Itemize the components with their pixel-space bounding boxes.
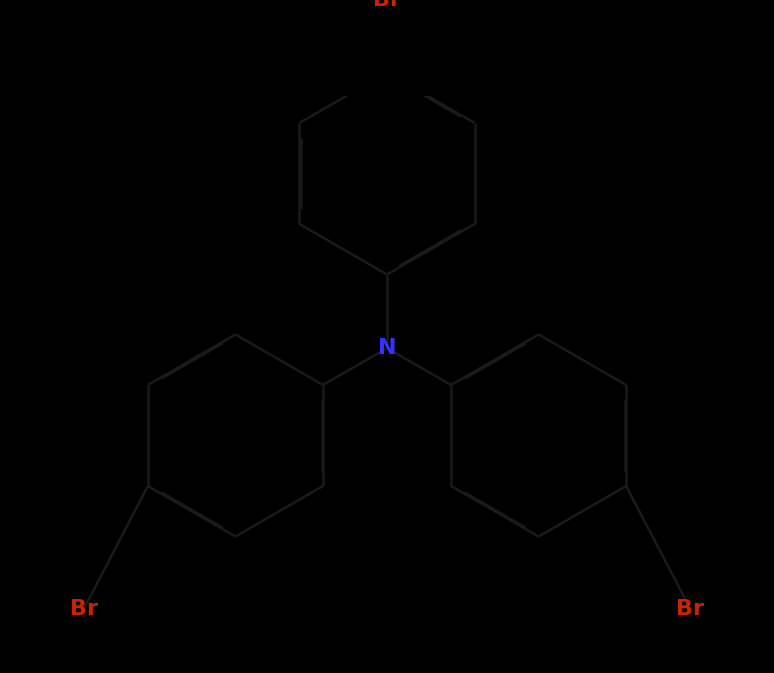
Text: Br: Br [373,0,401,10]
Text: N: N [378,338,396,358]
Text: Br: Br [70,599,98,618]
Text: Br: Br [676,599,704,618]
